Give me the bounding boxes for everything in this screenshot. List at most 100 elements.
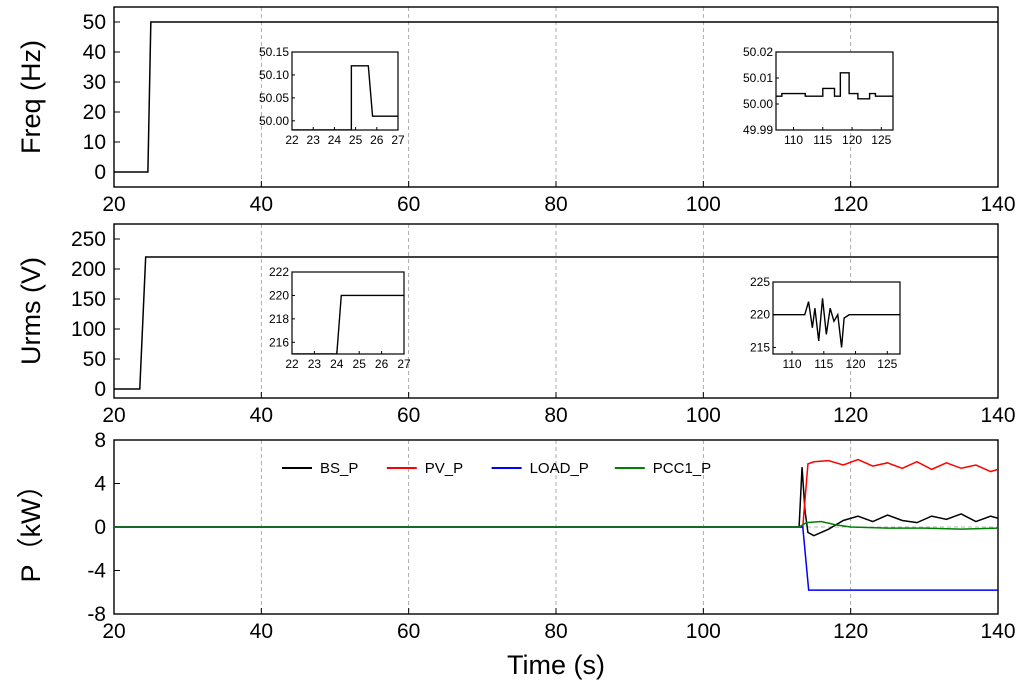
urms-inset-start-line [292,294,404,354]
freq-inset-end-xtick-label: 110 [784,133,803,147]
freq-inset-start-frame [291,51,399,131]
urms-inset-end-xtick-label: 120 [846,357,866,371]
freq-inset-start: 22 23 24 25 26 27 50.00 50.05 50.10 50.15 [259,45,405,147]
freq-series-freq [114,21,998,173]
legend-item-load-p: LOAD_P [491,460,589,477]
urms-inset-start-ytick-label: 222 [269,265,289,279]
urms-inset-start-frame [291,271,405,355]
freq-ytick-label-20: 20 [83,101,106,124]
urms-series-urms [114,256,998,390]
urms-ytick-label-50: 50 [83,348,106,371]
urms-inset-start-ytick-label: 218 [269,312,289,326]
urms-xtick-label-120: 120 [833,404,868,427]
urms-ytick-label-250: 250 [71,228,106,251]
urms-inset-end-ytick-label: 225 [750,275,770,289]
power-ytick-label-8: 8 [94,429,106,452]
power-xtick-label-80: 80 [544,620,567,643]
freq-ytick-label-30: 30 [83,71,106,94]
urms-ylabel: Urms (V) [16,257,46,365]
urms-inset-start-xtick-label: 23 [308,357,322,371]
freq-xtick-label-60: 60 [397,193,420,216]
power-series-pv-p [114,458,998,528]
urms-ytick-label-100: 100 [71,318,106,341]
legend-label: PCC1_P [653,460,711,477]
legend-item-bs-p: BS_P [282,460,358,477]
power-xtick-label-120: 120 [833,620,868,643]
urms-inset-end-ytick-label: 220 [750,308,770,322]
freq-inset-start-ytick-label: 50.00 [259,114,289,128]
urms-inset-end-ytick-label: 215 [750,340,770,354]
urms-inset-end-xtick-label: 125 [877,357,897,371]
freq-inset-start-xtick-label: 27 [391,133,405,147]
freq-ytick-label-40: 40 [83,41,106,64]
freq-inset-start-ytick-label: 50.05 [259,91,289,105]
freq-inset-end-xtick-label: 115 [813,133,832,147]
urms-inset-start-ytick-label: 220 [269,288,289,302]
urms-xtick-label-20: 20 [102,404,125,427]
urms-xtick-label-140: 140 [980,404,1015,427]
freq-inset-end-ytick-label: 50.00 [743,97,773,111]
urms-inset-end-xtick-label: 115 [814,357,833,371]
urms-inset-start: 22 23 24 25 26 27 216 218 220 222 [269,265,411,371]
power-panel: 20 40 60 80 100 120 140 -8 -4 0 4 8 P（kW） Time (s) BS_… [16,429,1016,680]
legend-label: PV_P [425,460,463,477]
freq-inset-start-xtick-label: 25 [349,133,363,147]
urms-inset-start-xtick-label: 27 [397,357,411,371]
urms-ytick-label-150: 150 [71,288,106,311]
power-ytick-label--4: -4 [87,560,106,583]
urms-inset-start-xtick-label: 22 [285,357,299,371]
urms-ytick-label-0: 0 [94,378,106,401]
legend-item-pv-p: PV_P [386,460,463,477]
freq-ytick-label-0: 0 [94,161,106,184]
freq-ytick-label-10: 10 [83,131,106,154]
freq-inset-end-line [776,72,893,100]
urms-inset-start-ytick-label: 216 [269,335,289,349]
power-series-pcc1-p [114,520,998,530]
power-xtick-label-60: 60 [397,620,420,643]
freq-inset-end-ytick-label: 49.99 [743,123,773,137]
power-series-bs-p [114,467,998,537]
power-xtick-label-140: 140 [980,620,1015,643]
freq-ytick-label-50: 50 [83,11,106,34]
power-ytick-label-4: 4 [94,473,106,496]
freq-inset-start-xtick-label: 22 [285,133,299,147]
urms-xtick-label-60: 60 [397,404,420,427]
freq-xtick-label-100: 100 [686,193,721,216]
freq-xtick-label-120: 120 [833,193,868,216]
freq-xtick-label-20: 20 [102,193,125,216]
freq-inset-end: 110 115 120 125 49.99 50.00 50.01 50.02 [743,45,894,147]
power-xtick-label-100: 100 [686,620,721,643]
freq-xtick-label-40: 40 [250,193,273,216]
legend-label: BS_P [320,460,358,477]
urms-panel: 20 40 60 80 100 120 140 0 50 100 150 200 250 Urms (V)… [16,223,1016,427]
power-xtick-label-20: 20 [102,620,125,643]
urms-inset-end: 110 115 120 125 215 220 225 [750,275,901,371]
urms-inset-end-line [773,298,900,348]
freq-inset-start-xtick-label: 26 [370,133,384,147]
urms-inset-end-xtick-label: 110 [782,357,801,371]
freq-inset-start-xtick-label: 24 [328,133,342,147]
freq-inset-start-ytick-label: 50.10 [259,68,289,82]
power-ylabel: P（kW） [16,472,46,583]
freq-inset-end-xtick-label: 125 [871,133,891,147]
legend-item-pcc1-p: PCC1_P [614,460,711,477]
freq-xtick-label-140: 140 [980,193,1015,216]
urms-ytick-label-200: 200 [71,258,106,281]
legend-label: LOAD_P [530,460,589,477]
urms-inset-start-xtick-label: 25 [353,357,367,371]
power-ytick-label-0: 0 [94,516,106,539]
freq-inset-end-xtick-label: 120 [842,133,862,147]
freq-ylabel: Freq (Hz) [16,40,46,154]
freq-inset-start-line [292,65,398,130]
urms-xtick-label-40: 40 [250,404,273,427]
freq-inset-start-xtick-label: 23 [307,133,321,147]
freq-inset-end-ytick-label: 50.02 [743,45,773,59]
freq-inset-start-ytick-label: 50.15 [259,45,289,59]
urms-xtick-label-100: 100 [686,404,721,427]
freq-xtick-label-80: 80 [544,193,567,216]
urms-inset-start-xtick-label: 26 [375,357,389,371]
urms-inset-start-xtick-label: 24 [330,357,344,371]
power-ytick-label--8: -8 [87,603,106,626]
